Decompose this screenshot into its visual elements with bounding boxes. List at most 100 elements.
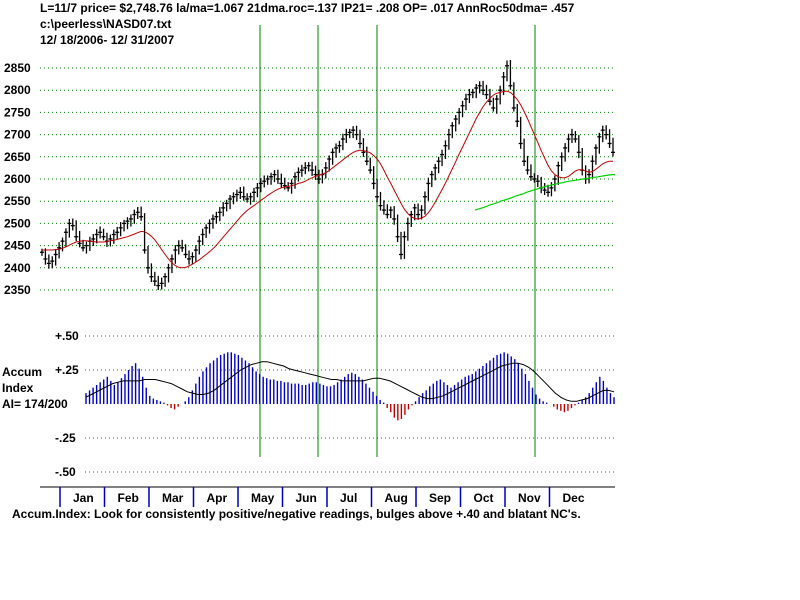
- price-bar: [436, 156, 441, 174]
- price-bar: [511, 82, 516, 112]
- price-bar: [101, 228, 106, 241]
- month-label: Jan: [73, 491, 94, 505]
- price-bar: [156, 275, 161, 290]
- price-bar: [556, 161, 561, 185]
- price-bar: [487, 88, 492, 106]
- price-bar: [91, 234, 96, 247]
- price-bar: [463, 93, 468, 111]
- price-bar: [231, 192, 236, 205]
- price-bar: [255, 182, 260, 198]
- price-bar: [361, 138, 366, 157]
- price-gridlines: [40, 67, 615, 291]
- price-bar: [228, 194, 233, 210]
- price-tick-label: 2600: [4, 172, 31, 186]
- price-bar: [392, 206, 397, 225]
- price-bar: [50, 256, 55, 269]
- price-bar: [245, 193, 250, 203]
- price-tick-label: 2750: [4, 105, 31, 119]
- price-bar: [53, 249, 58, 266]
- price-bar: [351, 126, 356, 139]
- price-bar: [429, 171, 434, 187]
- price-bar: [166, 263, 171, 283]
- price-bar: [87, 236, 92, 251]
- header-line1: L=11/7 price= $2,748.76 la/ma=1.067 21dm…: [40, 1, 575, 15]
- price-bar: [505, 60, 510, 82]
- price-bar: [183, 244, 188, 259]
- price-bar: [265, 175, 270, 185]
- ma21-line: [42, 90, 613, 269]
- price-bar: [559, 152, 564, 172]
- price-tick-label: 2500: [4, 216, 31, 230]
- price-bar: [210, 214, 215, 229]
- price-bar: [450, 122, 455, 139]
- price-bar: [115, 226, 120, 239]
- price-bar: [364, 146, 369, 166]
- month-label: Apr: [207, 491, 228, 505]
- price-bar: [57, 242, 62, 259]
- price-tick-label: 2800: [4, 83, 31, 97]
- price-bar: [323, 162, 328, 179]
- price-bar: [470, 88, 475, 99]
- price-tick-label: 2400: [4, 261, 31, 275]
- price-bar: [299, 164, 304, 177]
- price-bar: [275, 169, 280, 184]
- price-bar: [347, 128, 352, 139]
- price-bar: [204, 224, 209, 239]
- price-bar: [43, 248, 48, 265]
- price-bar: [139, 206, 144, 221]
- price-bar: [197, 235, 202, 255]
- price-bar: [169, 254, 174, 274]
- price-bar: [539, 176, 544, 194]
- price-bar: [515, 103, 520, 128]
- accum-tick-label: +.50: [55, 329, 79, 343]
- price-bar: [248, 192, 253, 205]
- accum-label-1: Accum: [2, 365, 42, 379]
- price-bar: [525, 155, 530, 175]
- accum-annotation: AI= 174/200: [2, 397, 68, 411]
- price-bar: [118, 222, 123, 237]
- price-tick-label: 2350: [4, 283, 31, 297]
- price-bar: [563, 143, 568, 162]
- accum-tick-labels: +.50 +.25 -.25 -.50: [55, 329, 79, 479]
- price-bar: [535, 175, 540, 187]
- price-bar: [279, 173, 284, 188]
- price-bar: [77, 230, 82, 248]
- price-bar: [132, 209, 137, 224]
- price-bar: [145, 246, 150, 274]
- price-bar: [422, 191, 427, 215]
- price-bar: [371, 166, 376, 190]
- price-bar: [163, 273, 168, 287]
- price-bar: [474, 83, 479, 99]
- accum-ma-line: [85, 361, 615, 402]
- price-bar: [597, 132, 602, 154]
- price-bar: [590, 155, 595, 179]
- price-bar: [159, 277, 164, 290]
- price-bars: [40, 60, 615, 290]
- price-tick-label: 2700: [4, 128, 31, 142]
- price-bar: [63, 228, 68, 247]
- price-bar: [576, 135, 581, 159]
- price-bar: [409, 210, 414, 227]
- price-bar: [569, 128, 574, 144]
- price-tick-label: 2450: [4, 239, 31, 253]
- price-bar: [337, 140, 342, 153]
- price-bar: [84, 241, 89, 254]
- price-bar: [440, 149, 445, 167]
- price-bar: [224, 199, 229, 212]
- price-bar: [217, 206, 222, 222]
- price-bar: [128, 214, 133, 227]
- price-bar: [327, 155, 332, 172]
- price-bar: [238, 186, 243, 199]
- price-bar: [491, 97, 496, 112]
- footer-note: Accum.Index: Look for consistently posit…: [12, 507, 581, 521]
- month-label: Dec: [563, 491, 585, 505]
- price-bar: [357, 129, 362, 149]
- price-bar: [433, 163, 438, 181]
- price-bar: [385, 204, 390, 219]
- price-bar: [142, 213, 147, 254]
- price-bar: [395, 214, 400, 243]
- month-label: Aug: [385, 491, 408, 505]
- price-bar: [193, 245, 198, 262]
- price-bar: [94, 229, 99, 244]
